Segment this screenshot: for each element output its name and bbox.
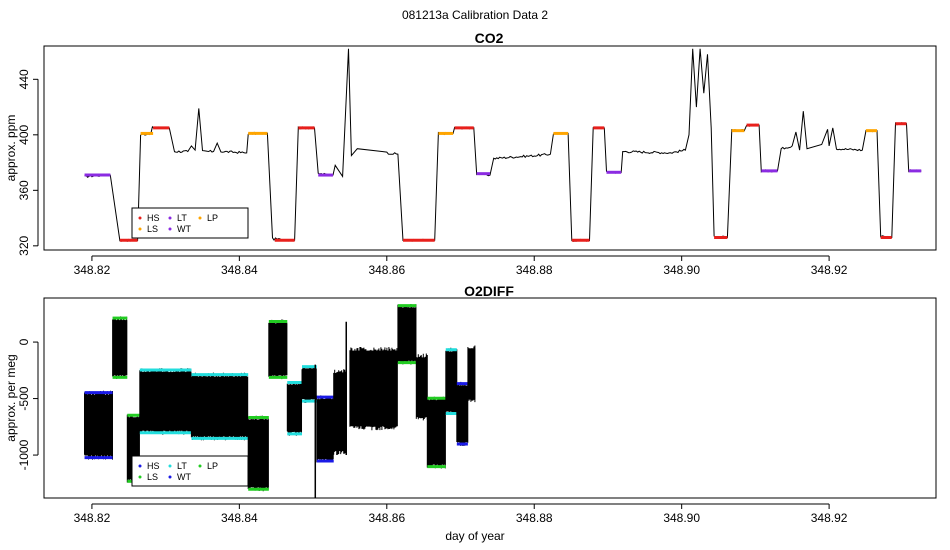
- co2-y-axis: 320 360 400 440: [17, 69, 39, 256]
- co2-plot-area: [84, 48, 922, 242]
- co2-panel: CO2 348.82 348.84 348.86 348.88 348.90 348.92…: [4, 30, 937, 277]
- o2diff-noise-trace: [126, 414, 140, 484]
- y-tick-label: 0: [17, 338, 31, 345]
- y-tick-label: 320: [17, 236, 31, 256]
- legend-label-wt: WT: [177, 224, 191, 234]
- y-tick-label: 360: [17, 180, 31, 200]
- o2diff-noise-trace: [456, 381, 469, 446]
- x-tick-label: 348.90: [663, 511, 700, 525]
- legend-label-lt: LT: [177, 213, 187, 223]
- legend-label-ls: LS: [147, 224, 158, 234]
- legend-box: [131, 455, 249, 487]
- legend-marker-lp: [198, 216, 202, 220]
- o2diff-noise-trace: [112, 316, 128, 379]
- o2diff-plot-area: [84, 304, 476, 498]
- x-tick-label: 348.84: [221, 263, 258, 277]
- legend-label-lp: LP: [207, 213, 218, 223]
- legend-box: [131, 207, 249, 239]
- legend-marker-ls: [138, 475, 142, 479]
- legend-label-lt: LT: [177, 461, 187, 471]
- legend-label-hs: HS: [147, 213, 160, 223]
- o2diff-noise-trace: [190, 372, 248, 441]
- x-tick-label: 348.88: [516, 511, 553, 525]
- legend-marker-wt: [168, 475, 172, 479]
- o2diff-noise-trace: [316, 395, 334, 463]
- o2diff-noise-trace: [415, 353, 428, 421]
- o2diff-noise-trace: [333, 369, 347, 455]
- y-tick-label: -500: [17, 386, 31, 410]
- legend-marker-lp: [198, 464, 202, 468]
- legend-label-lp: LP: [207, 461, 218, 471]
- o2diff-noise-trace: [268, 319, 288, 380]
- o2diff-noise-trace: [426, 396, 446, 469]
- legend-label-hs: HS: [147, 461, 160, 471]
- o2diff-noise-trace: [349, 347, 398, 431]
- legend-label-wt: WT: [177, 472, 191, 482]
- o2diff-noise-trace: [397, 304, 417, 365]
- o2diff-noise-trace: [286, 381, 302, 436]
- o2diff-noise-trace: [467, 345, 476, 403]
- o2diff-x-label: day of year: [445, 529, 504, 543]
- co2-title: CO2: [475, 30, 504, 46]
- legend-marker-hs: [138, 216, 142, 220]
- x-tick-label: 348.88: [516, 263, 553, 277]
- legend-marker-ls: [138, 227, 142, 231]
- legend-marker-lt: [168, 216, 172, 220]
- x-tick-label: 348.86: [368, 263, 405, 277]
- x-tick-label: 348.90: [663, 263, 700, 277]
- x-tick-label: 348.92: [811, 263, 848, 277]
- legend-marker-wt: [168, 227, 172, 231]
- co2-plot-frame: [43, 45, 937, 251]
- o2diff-noise-trace: [247, 415, 269, 492]
- y-tick-label: -1000: [17, 439, 31, 470]
- figure-suptitle: 081213a Calibration Data 2: [402, 8, 548, 22]
- co2-y-label: approx. ppm: [4, 115, 18, 182]
- o2diff-plot-frame: [43, 297, 937, 499]
- o2diff-title: O2DIFF: [464, 283, 514, 299]
- co2-x-axis: 348.82 348.84 348.86 348.88 348.90 348.92: [74, 255, 848, 277]
- x-tick-label: 348.82: [74, 263, 111, 277]
- o2diff-noise-trace: [445, 347, 458, 414]
- x-tick-label: 348.92: [811, 511, 848, 525]
- x-tick-label: 348.86: [368, 511, 405, 525]
- legend-label-ls: LS: [147, 472, 158, 482]
- legend-marker-lt: [168, 464, 172, 468]
- y-tick-label: 440: [17, 69, 31, 89]
- o2diff-panel: O2DIFF 348.82 348.84 348.86 348.88 348.90 348…: [4, 283, 937, 543]
- legend-marker-hs: [138, 464, 142, 468]
- o2diff-noise-trace: [139, 368, 192, 435]
- o2diff-y-label: approx. per meg: [4, 354, 18, 441]
- x-tick-label: 348.84: [221, 511, 258, 525]
- x-tick-label: 348.82: [74, 511, 111, 525]
- o2diff-noise-trace: [84, 390, 113, 460]
- o2diff-y-axis: 0 -500 -1000: [17, 338, 39, 470]
- o2diff-x-axis: 348.82 348.84 348.86 348.88 348.90 348.92: [74, 503, 848, 525]
- y-tick-label: 400: [17, 124, 31, 144]
- o2diff-noise-trace: [301, 365, 317, 403]
